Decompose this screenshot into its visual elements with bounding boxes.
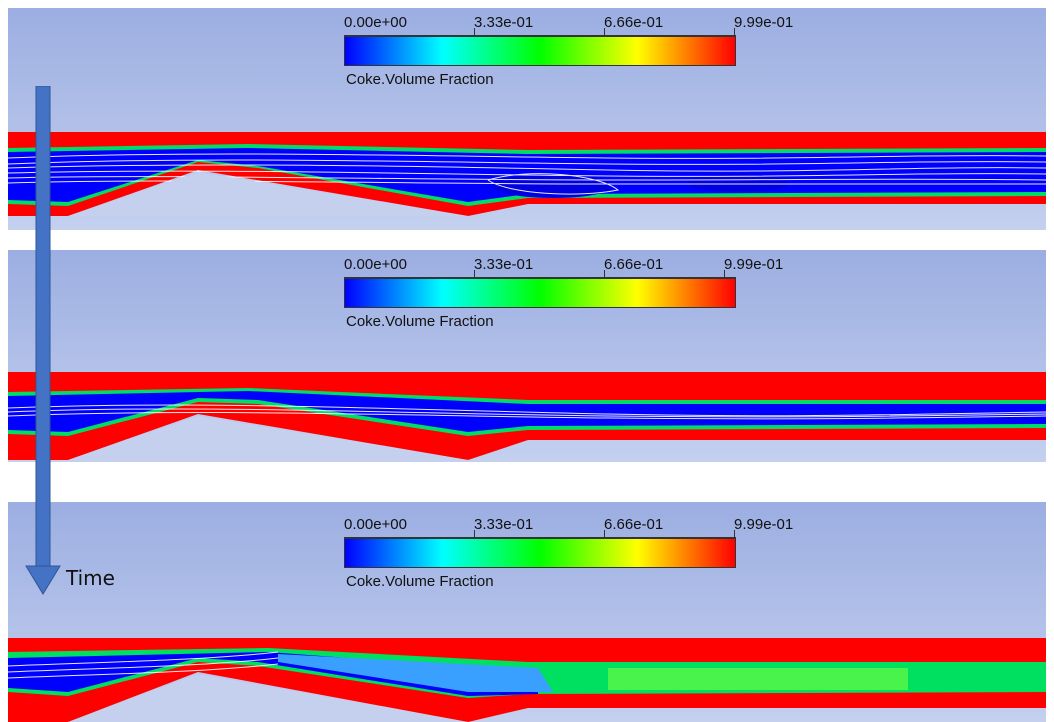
contour-panel-2: 0.00e+00 3.33e-01 6.66e-01 9.99e-01 Coke… — [8, 250, 1046, 462]
contour-plot-2 — [8, 250, 1046, 462]
colorbar-title: Coke.Volume Fraction — [346, 313, 494, 330]
tick-label: 9.99e-01 — [724, 256, 784, 273]
flow-core-region — [8, 391, 1046, 432]
tick-label: 0.00e+00 — [344, 14, 407, 31]
streamlines — [8, 404, 1046, 420]
tick-label: 6.66e-01 — [604, 14, 664, 31]
tick-label: 0.00e+00 — [344, 516, 407, 533]
tick-label: 6.66e-01 — [604, 516, 664, 533]
colorbar-legend-1: 0.00e+00 3.33e-01 6.66e-01 9.99e-01 Coke… — [338, 14, 818, 94]
contour-panel-3: 0.00e+00 3.33e-01 6.66e-01 9.99e-01 Coke… — [8, 502, 1046, 722]
streamlines — [8, 651, 279, 679]
tick-label: 9.99e-01 — [734, 516, 794, 533]
contour-panel-1: 0.00e+00 3.33e-01 6.66e-01 9.99e-01 Coke… — [8, 8, 1046, 230]
colorbar-legend-2: 0.00e+00 3.33e-01 6.66e-01 9.99e-01 Coke… — [338, 256, 818, 336]
colorbar — [344, 278, 736, 308]
streamlines — [8, 153, 1046, 195]
colorbar-legend-3: 0.00e+00 3.33e-01 6.66e-01 9.99e-01 Coke… — [338, 516, 818, 596]
tick-label: 3.33e-01 — [474, 256, 534, 273]
tick-label: 0.00e+00 — [344, 256, 407, 273]
tick-label: 3.33e-01 — [474, 14, 534, 31]
tick-label: 3.33e-01 — [474, 516, 534, 533]
time-arrow-icon — [25, 86, 61, 595]
tick-label: 6.66e-01 — [604, 256, 664, 273]
time-label: Time — [66, 566, 115, 590]
colorbar — [344, 538, 736, 568]
colorbar — [344, 36, 736, 66]
colorbar-title: Coke.Volume Fraction — [346, 573, 494, 590]
tick-label: 9.99e-01 — [734, 14, 794, 31]
colorbar-title: Coke.Volume Fraction — [346, 71, 494, 88]
